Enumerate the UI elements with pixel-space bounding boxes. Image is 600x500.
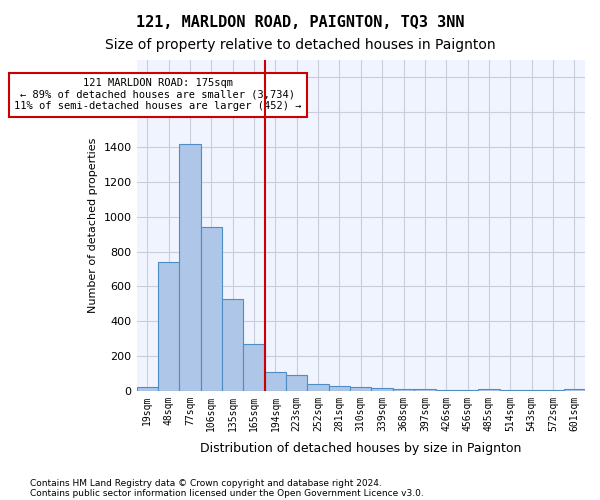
Bar	[307, 384, 329, 391]
Bar	[563, 390, 585, 391]
Bar	[286, 375, 307, 391]
Bar	[478, 389, 500, 391]
Text: Contains public sector information licensed under the Open Government Licence v3: Contains public sector information licen…	[30, 488, 424, 498]
Text: Contains HM Land Registry data © Crown copyright and database right 2024.: Contains HM Land Registry data © Crown c…	[30, 478, 382, 488]
Bar	[179, 144, 200, 391]
Bar	[158, 262, 179, 391]
Bar	[393, 388, 414, 391]
Bar	[137, 388, 158, 391]
Bar	[350, 387, 371, 391]
Text: 121 MARLDON ROAD: 175sqm
← 89% of detached houses are smaller (3,734)
11% of sem: 121 MARLDON ROAD: 175sqm ← 89% of detach…	[14, 78, 302, 112]
Bar	[371, 388, 393, 391]
Bar	[414, 390, 436, 391]
Bar	[244, 344, 265, 391]
Bar	[500, 390, 521, 391]
Bar	[329, 386, 350, 391]
Bar	[265, 372, 286, 391]
Text: Size of property relative to detached houses in Paignton: Size of property relative to detached ho…	[104, 38, 496, 52]
Bar	[436, 390, 457, 391]
Text: 121, MARLDON ROAD, PAIGNTON, TQ3 3NN: 121, MARLDON ROAD, PAIGNTON, TQ3 3NN	[136, 15, 464, 30]
Bar	[457, 390, 478, 391]
Bar	[200, 227, 222, 391]
X-axis label: Distribution of detached houses by size in Paignton: Distribution of detached houses by size …	[200, 442, 521, 455]
Y-axis label: Number of detached properties: Number of detached properties	[88, 138, 98, 313]
Bar	[222, 298, 244, 391]
